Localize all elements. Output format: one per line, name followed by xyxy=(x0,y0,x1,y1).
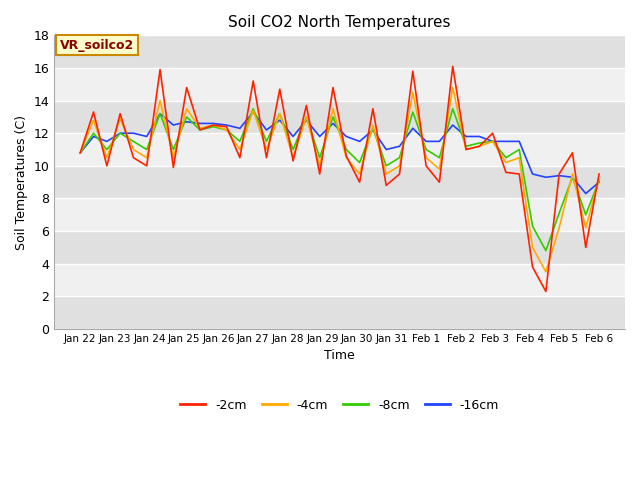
X-axis label: Time: Time xyxy=(324,349,355,362)
Text: VR_soilco2: VR_soilco2 xyxy=(60,38,134,51)
Y-axis label: Soil Temperatures (C): Soil Temperatures (C) xyxy=(15,115,28,250)
Bar xyxy=(54,296,625,329)
Bar xyxy=(54,68,625,101)
Title: Soil CO2 North Temperatures: Soil CO2 North Temperatures xyxy=(228,15,451,30)
Bar xyxy=(54,231,625,264)
Bar xyxy=(54,264,625,296)
Bar xyxy=(54,101,625,133)
Bar xyxy=(54,133,625,166)
Bar xyxy=(54,36,625,68)
Bar xyxy=(54,166,625,198)
Legend: -2cm, -4cm, -8cm, -16cm: -2cm, -4cm, -8cm, -16cm xyxy=(175,394,504,417)
Bar xyxy=(54,198,625,231)
